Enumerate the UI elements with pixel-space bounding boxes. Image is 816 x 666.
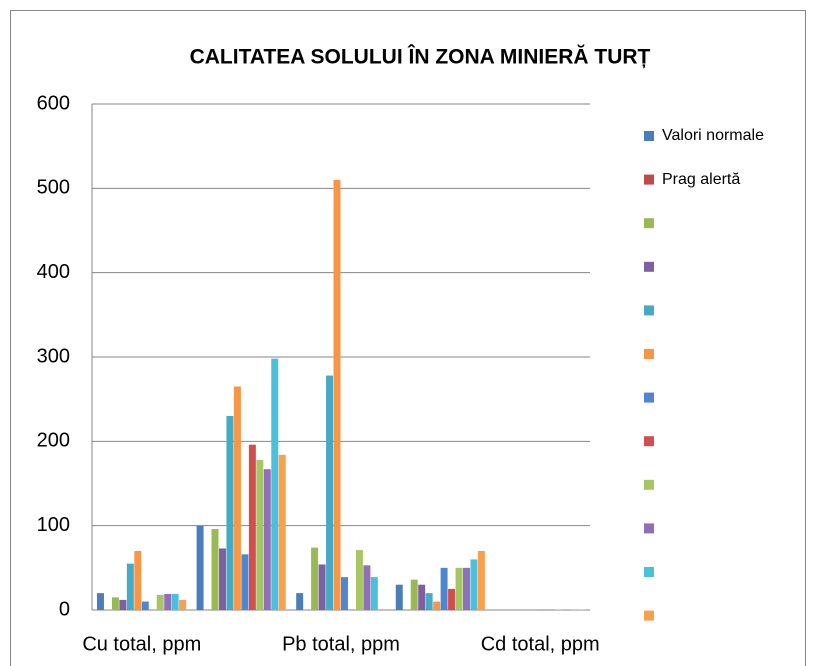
chart-title: CALITATEA SOLULUI ÎN ZONA MINIERĂ TURȚ <box>190 45 651 69</box>
legend-marker <box>644 305 654 316</box>
bar <box>211 529 219 610</box>
bar <box>540 609 548 611</box>
bar <box>547 609 555 611</box>
legend-marker <box>644 261 654 272</box>
bar <box>370 577 378 610</box>
y-tick-label: 100 <box>37 514 70 536</box>
bar <box>555 609 563 611</box>
bar <box>425 593 433 610</box>
x-tick-label: Cu total, ppm <box>82 633 201 655</box>
bar <box>179 599 187 610</box>
legend-marker <box>644 523 654 534</box>
chart-border <box>10 10 806 666</box>
y-tick-label: 0 <box>59 598 70 620</box>
bar <box>311 547 319 610</box>
bar <box>470 559 478 610</box>
bar <box>248 444 256 610</box>
bar <box>577 609 585 611</box>
x-tick-label: Cd total, ppm <box>481 633 600 655</box>
legend-label: Prag alertă <box>662 171 740 188</box>
bar <box>226 416 234 610</box>
bar <box>278 454 286 610</box>
bar <box>333 179 341 610</box>
y-tick-label: 300 <box>37 345 70 367</box>
bar <box>363 565 371 610</box>
bar <box>570 609 578 611</box>
legend-marker <box>644 436 654 447</box>
legend-marker <box>644 218 654 229</box>
legend-marker <box>644 349 654 359</box>
bar <box>455 567 463 610</box>
bar <box>263 469 271 610</box>
bar <box>433 601 441 610</box>
legend-marker <box>644 567 654 577</box>
bar <box>418 584 426 610</box>
bar <box>440 567 448 610</box>
bar <box>341 577 348 610</box>
y-tick-label: 600 <box>37 92 70 114</box>
bar <box>196 525 204 610</box>
bar <box>96 593 104 610</box>
bar <box>271 358 279 610</box>
bar <box>410 579 418 610</box>
y-tick-label: 200 <box>37 430 70 452</box>
legend-marker <box>644 479 654 490</box>
bar <box>448 588 456 610</box>
bar <box>562 609 570 611</box>
bar <box>355 550 363 610</box>
legend-label: Valori normale <box>662 127 764 144</box>
y-tick-label: 500 <box>37 177 70 199</box>
legend-marker <box>644 392 654 403</box>
y-tick-label: 400 <box>37 261 70 283</box>
bar <box>134 550 142 610</box>
bar <box>119 599 127 610</box>
bar <box>326 375 334 610</box>
bar <box>256 459 264 610</box>
bar <box>126 563 134 610</box>
x-tick-label: Pb total, ppm <box>282 633 400 655</box>
bar <box>477 550 485 610</box>
bar <box>171 593 179 610</box>
bar <box>241 554 249 610</box>
legend-marker <box>644 610 654 621</box>
bar <box>318 564 326 610</box>
bar <box>156 594 164 610</box>
bar <box>164 593 172 610</box>
bar <box>233 386 241 610</box>
legend-marker <box>644 131 654 141</box>
bar <box>296 593 304 610</box>
bar <box>218 548 226 610</box>
legend-marker <box>644 174 654 185</box>
bar <box>463 567 470 610</box>
bar <box>111 597 119 610</box>
bar <box>141 601 149 610</box>
bar <box>395 584 403 610</box>
